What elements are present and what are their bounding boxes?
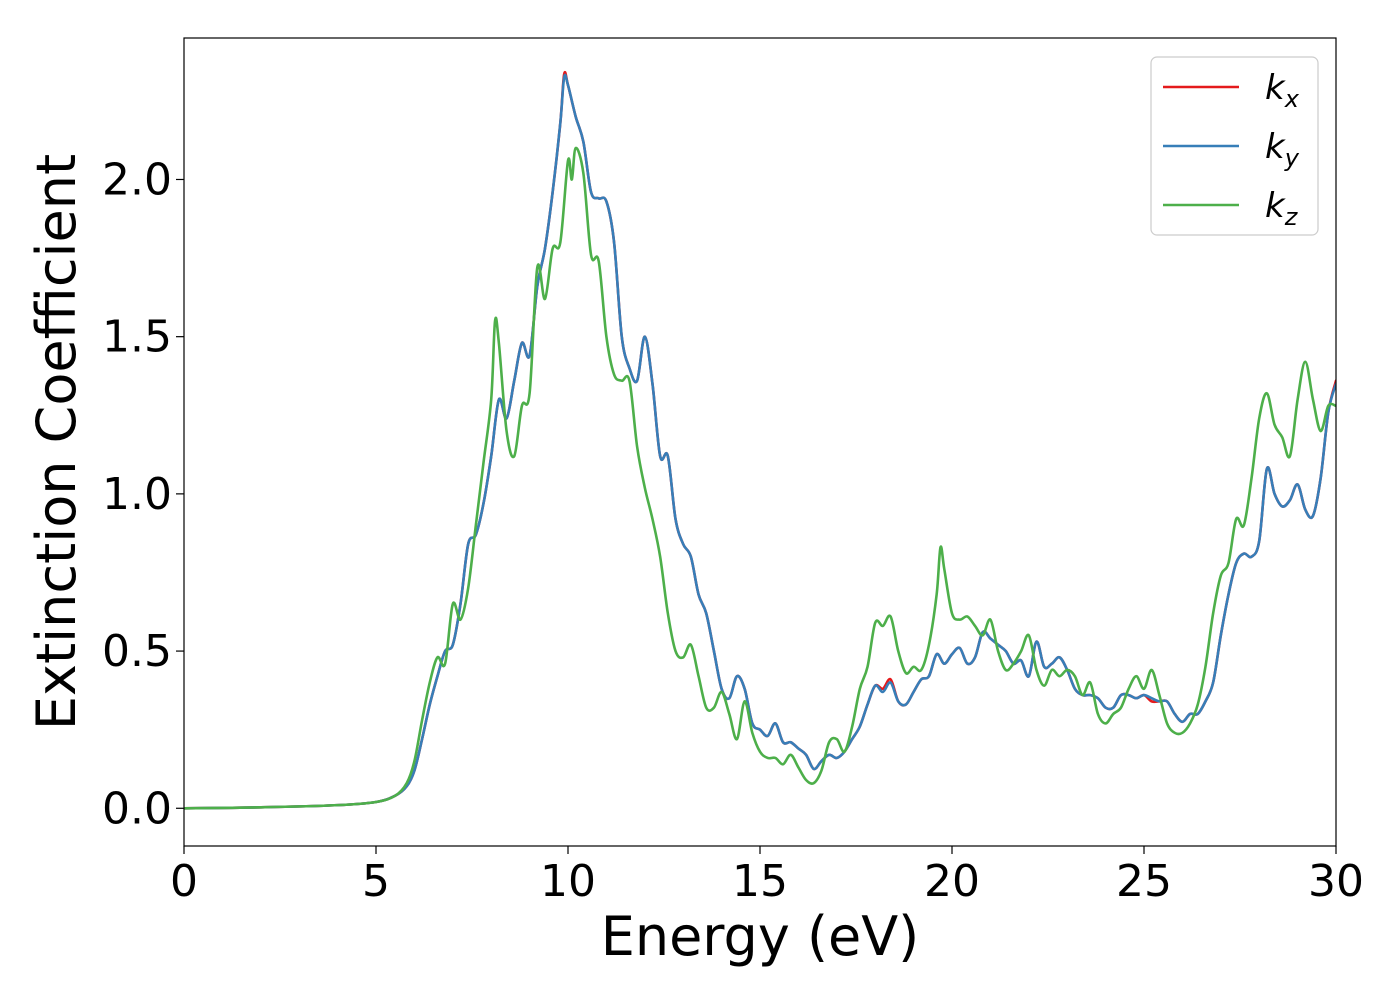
y-tick-label: 0.0 <box>102 783 172 834</box>
legend-label-subscript: y <box>1284 144 1300 172</box>
x-axis-title: Energy (eV) <box>601 905 920 968</box>
y-axis-ticks: 0.0 0.5 1.0 1.5 2.0 <box>102 154 184 834</box>
x-tick-label: 30 <box>1308 856 1364 907</box>
x-tick-label: 20 <box>924 856 980 907</box>
legend-label-subscript: x <box>1284 85 1300 113</box>
legend-label-main: k <box>1265 186 1286 226</box>
y-tick-label: 1.0 <box>102 469 172 520</box>
legend-label-main: k <box>1265 68 1286 108</box>
series-line-k-z <box>184 146 1336 810</box>
legend-label-k-y: ky <box>1265 127 1300 172</box>
series-layer <box>184 70 1336 810</box>
x-tick-label: 15 <box>732 856 788 907</box>
x-axis-ticks: 0 5 10 15 20 25 30 <box>170 846 1364 907</box>
y-axis-title: Extinction Coefficient <box>25 154 88 730</box>
legend-label-subscript: z <box>1284 203 1299 231</box>
y-tick-label: 0.5 <box>102 626 172 677</box>
y-tick-label: 2.0 <box>102 154 172 205</box>
legend-label-k-z: kz <box>1265 186 1299 231</box>
x-tick-label: 0 <box>170 856 198 907</box>
x-tick-label: 10 <box>540 856 596 907</box>
x-tick-label: 25 <box>1116 856 1172 907</box>
y-tick-label: 1.5 <box>102 312 172 363</box>
legend-label-k-x: kx <box>1265 68 1300 113</box>
legend-label-main: k <box>1265 127 1286 167</box>
x-tick-label: 5 <box>362 856 390 907</box>
